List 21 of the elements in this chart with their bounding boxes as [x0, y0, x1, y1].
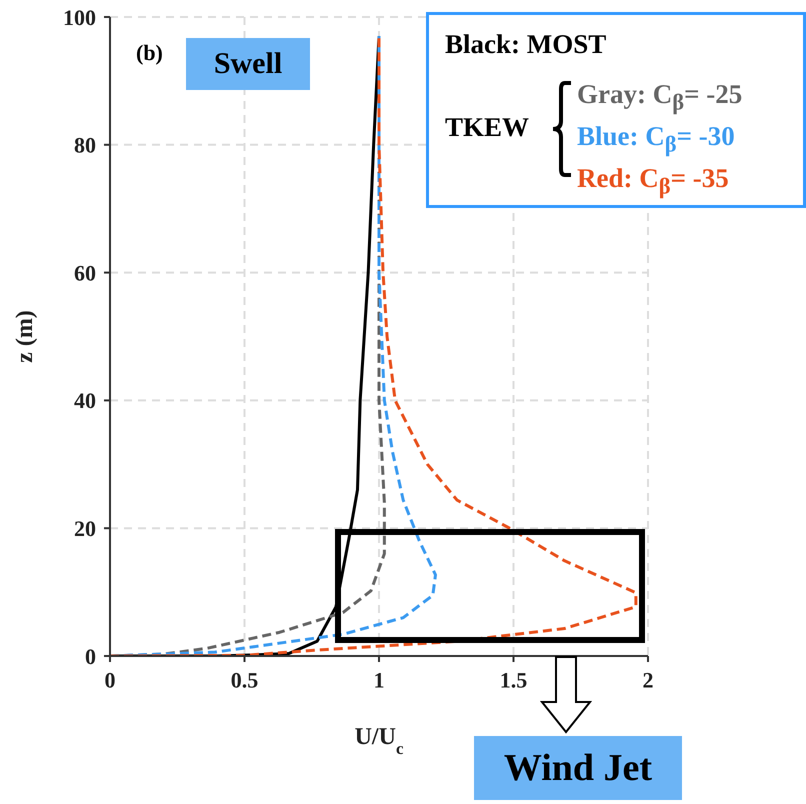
annotation: TKEW: [445, 112, 530, 143]
y-tick-label: 100: [63, 4, 96, 30]
y-axis-title: z (m): [12, 310, 38, 363]
x-tick-label: 2: [642, 668, 654, 693]
text: Blue: C$_{β}$= -30: [577, 121, 735, 158]
y-tick-label: 0: [85, 644, 96, 669]
annotation: Swell: [186, 38, 310, 90]
y-tick-label: 80: [74, 132, 96, 158]
text: Wind Jet: [474, 736, 682, 800]
annotation: (b): [136, 40, 163, 66]
x-tick-label: 1.5: [500, 668, 528, 693]
y-tick-label: 20: [74, 516, 96, 542]
text: Red: C$_{β}$= -35: [577, 163, 729, 200]
text: Black: MOST: [445, 29, 606, 60]
y-tick-label: 60: [74, 260, 96, 286]
y-tick-label: 40: [74, 388, 96, 414]
x-tick-label: 1: [374, 668, 384, 693]
x-tick-label: 0.5: [230, 668, 258, 693]
text: Gray: C$_{β}$= -25: [577, 79, 742, 116]
x-axis-title: U/U$_{c}$: [354, 724, 404, 758]
x-tick-label: 0: [104, 668, 116, 693]
